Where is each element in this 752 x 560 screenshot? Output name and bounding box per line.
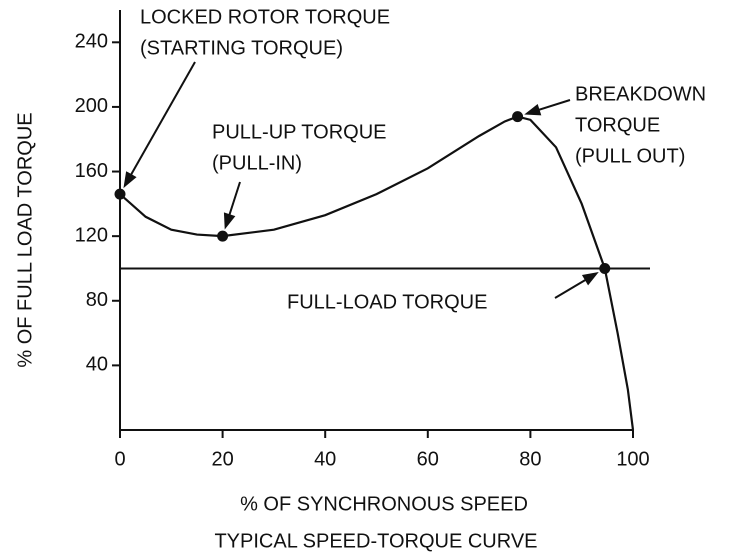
annotation-point bbox=[512, 111, 524, 123]
x-tick-label: 60 bbox=[417, 448, 439, 470]
arrow-head bbox=[581, 272, 599, 286]
y-tick-label: 240 bbox=[75, 31, 108, 53]
annotation-text: TORQUE bbox=[575, 114, 660, 136]
annotation-text: LOCKED ROTOR TORQUE bbox=[140, 6, 390, 28]
annotation-point bbox=[217, 230, 229, 242]
chart-title: TYPICAL SPEED-TORQUE CURVE bbox=[214, 530, 537, 552]
y-axis-label: % OF FULL LOAD TORQUE bbox=[14, 112, 36, 367]
y-tick-label: 120 bbox=[75, 224, 108, 246]
x-axis-label: % OF SYNCHRONOUS SPEED bbox=[240, 493, 528, 515]
annotation-text: BREAKDOWN bbox=[575, 83, 706, 105]
annotation-arrow bbox=[226, 181, 241, 221]
arrow-head bbox=[524, 103, 542, 116]
annotation-arrow bbox=[533, 99, 571, 113]
x-tick-label: 80 bbox=[519, 448, 541, 470]
annotation-text: (STARTING TORQUE) bbox=[140, 37, 343, 59]
y-tick-label: 40 bbox=[86, 354, 108, 376]
annotation-text: FULL-LOAD TORQUE bbox=[287, 291, 487, 313]
arrow-head bbox=[123, 171, 137, 189]
annotation-text: (PULL-IN) bbox=[212, 152, 302, 174]
annotation-arrow bbox=[554, 276, 591, 299]
annotation-arrow bbox=[127, 61, 196, 180]
y-tick-label: 80 bbox=[86, 289, 108, 311]
y-tick-label: 160 bbox=[75, 160, 108, 182]
annotation-point bbox=[599, 262, 611, 274]
x-tick-label: 20 bbox=[211, 448, 233, 470]
x-tick-label: 100 bbox=[616, 448, 649, 470]
torque-curve bbox=[119, 115, 635, 431]
annotation-text: (PULL OUT) bbox=[575, 145, 685, 167]
x-tick-label: 0 bbox=[114, 448, 125, 470]
y-tick-label: 200 bbox=[75, 95, 108, 117]
arrow-head bbox=[223, 212, 236, 230]
annotation-point bbox=[114, 188, 126, 200]
annotation-text: PULL-UP TORQUE bbox=[212, 121, 387, 143]
x-tick-label: 40 bbox=[314, 448, 336, 470]
